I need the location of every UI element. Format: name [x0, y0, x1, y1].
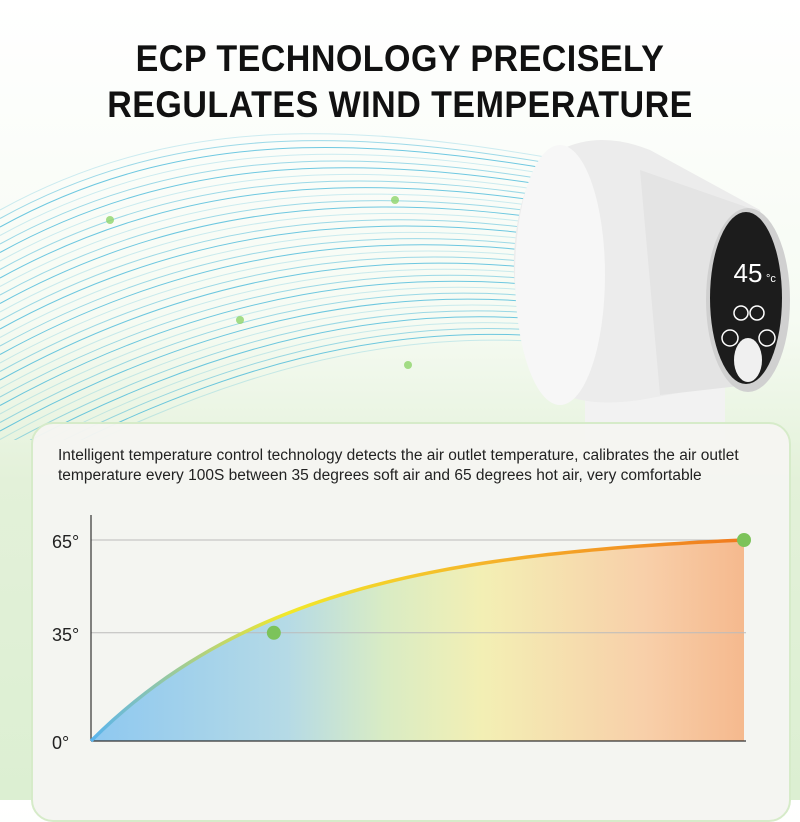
particle	[404, 361, 412, 369]
wind-line	[0, 133, 621, 211]
particle	[391, 196, 399, 204]
chart-area	[91, 540, 744, 741]
data-point-marker	[737, 533, 751, 547]
temperature-chart: 0° 35° 65°	[52, 515, 751, 753]
temperature-display: 45	[734, 258, 763, 288]
title-line-2: REGULATES WIND TEMPERATURE	[107, 84, 693, 125]
hair-dryer-image: 45 °c	[513, 140, 790, 440]
title-line-1: ECP TECHNOLOGY PRECISELY	[135, 38, 665, 79]
particle	[236, 316, 244, 324]
data-point-marker	[266, 625, 281, 640]
y-tick-label: 35°	[52, 625, 79, 645]
wind-line	[0, 146, 621, 228]
plus-button-icon	[758, 329, 776, 347]
wind-line	[0, 140, 621, 219]
particle	[106, 216, 114, 224]
temperature-unit: °c	[766, 273, 776, 285]
minus-button-icon	[721, 329, 739, 347]
description-text: Intelligent temperature control technolo…	[58, 447, 739, 484]
page-title: ECP TECHNOLOGY PRECISELY REGULATES WIND …	[32, 36, 768, 128]
wind-line	[0, 167, 621, 253]
y-tick-label: 65°	[52, 532, 79, 552]
fan-icon	[749, 305, 765, 321]
mode-icon	[733, 305, 749, 321]
wind-line	[0, 160, 621, 245]
display-panel	[710, 212, 782, 384]
y-tick-label: 0°	[52, 733, 69, 753]
wind-line	[0, 153, 621, 236]
temperature-curve	[89, 538, 745, 743]
